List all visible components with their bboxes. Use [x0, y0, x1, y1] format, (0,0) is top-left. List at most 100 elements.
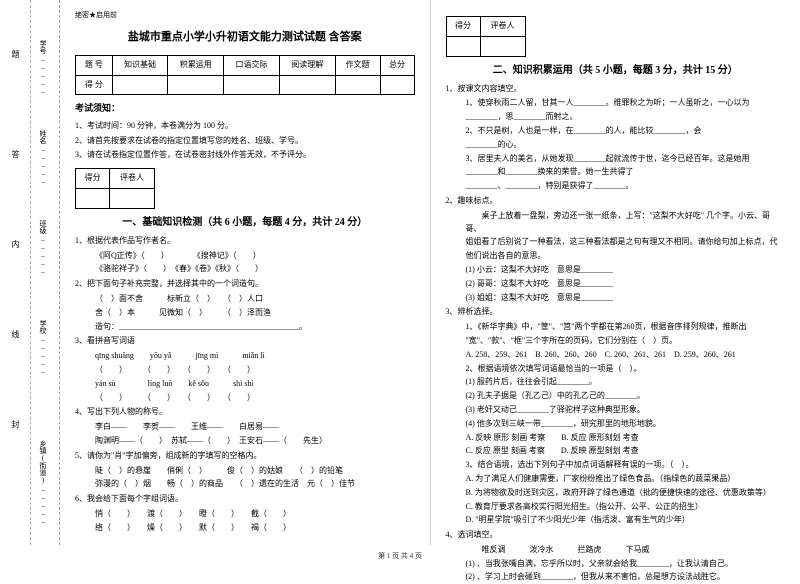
col-num: 题 号: [76, 55, 113, 75]
s2q3f: (2) 孔夫子据是（孔乙己）中的孔乙己的________。: [446, 390, 786, 403]
blank-cell: [110, 188, 155, 208]
q3a: qīng shuāng yōu yǎ jīng mì miǎn lì: [75, 350, 415, 363]
section-grader-label: 评卷人: [480, 17, 525, 37]
margin-char-3: 内: [10, 240, 21, 248]
score-cell: [224, 75, 280, 95]
col-essay: 作文题: [335, 55, 380, 75]
q5b: 弥漫的（ ）烟 畅（ ）的商品 （ ）遗在的生活 元（ ）佳节: [75, 478, 415, 491]
dotted-fold-line: [30, 0, 31, 545]
s2q2a: 桌子上放着一盘梨，旁边还一张一纸条，上写："这梨不大好吃" 几个字。小云、哥哥、: [446, 210, 786, 236]
s2q3h: (4) 他多次到三峡一带________，研究那里的地形地貌。: [446, 418, 786, 431]
section-score-label: 得分: [446, 17, 480, 37]
q6b: 络（ ） 燥（ ） 默（ ） 褐（ ）: [75, 522, 415, 535]
q6a: 悄（ ） 渡（ ） 瞪（ ） 截（ ）: [75, 508, 415, 521]
left-column: 绝密★启用前 盐城市重点小学小升初语文能力测试试题 含答案 题 号 知识基础 积…: [60, 0, 431, 545]
section2-title: 二、知识积累运用（共 5 小题，每题 3 分，共计 15 分）: [446, 63, 786, 79]
s2q3d: 2、根据语境依次填写词语最恰当的一项是（ ）。: [446, 363, 786, 376]
notice-heading: 考试须知：: [75, 101, 415, 115]
notice-item-1: 1、考试时间：90 分钟，本卷满分为 100 分。: [75, 120, 415, 133]
s2q1: 1、按课文内容填空。: [446, 83, 786, 96]
q6: 6、我会给下面每个字组词语。: [75, 493, 415, 506]
page-footer: 第 1 页 共 4 页: [0, 551, 800, 561]
s2q2c: 他们说出各自的意思。: [446, 250, 786, 263]
col-oral: 口语交际: [224, 55, 280, 75]
notice-item-3: 3、请在试卷指定位置作答，在试卷密封线外作答无效，不予评分。: [75, 149, 415, 162]
s2q1c: 2、不只是树，人也是一样，在________的人，能比较________，会: [446, 125, 786, 138]
q3: 3、看拼音写词语: [75, 335, 415, 348]
score-cell: [335, 75, 380, 95]
s2q3o: D. "明星学院"吸引了不少阳光少年（指活泼、富有生气的少年）: [446, 514, 786, 527]
q1a: 《阿Q正传》（ ） 《搜神记》（ ）: [75, 250, 415, 263]
s2q3n: C. 教育厅要求各高校实行阳光招生。（指公开、公平、公正的招生）: [446, 501, 786, 514]
s2q3e: (1) 服药片后，往往会引起________。: [446, 376, 786, 389]
q4: 4、写出下列人物的称号。: [75, 406, 415, 419]
s2q3j: C. 反应 原型 刻画 考察 D. 反映 原型刻划 考查: [446, 445, 786, 458]
s2q3i: A. 反映 原形 刻画 考察 B. 反应 原形刻划 考查: [446, 432, 786, 445]
margin-char-5: 封: [10, 420, 21, 428]
s2q1a: 1、使穿秋雨二人留，甘其一人________。维罪秋之为听；一人虽听之，一心以为: [446, 97, 786, 110]
s2q3: 3、辨析选择。: [446, 306, 786, 319]
score-cell: [168, 75, 224, 95]
s2q3c: A. 258、259、261 B. 260、260、260 C. 260、261…: [446, 349, 786, 362]
q4b: 陶渊明——（ ） 苏轼——（ ） 王安石——（ 先生）: [75, 435, 415, 448]
score-cell: [380, 75, 414, 95]
margin-label-class: 班级_____: [38, 220, 48, 274]
s2q3a: 1、《新华字典》中，"筐"、"筥"两个字都在第260页，根据音序排列规律，推断出: [446, 321, 786, 334]
s2q1d: ________的心。: [446, 139, 786, 152]
s2q3m: B. 为将物欲及时送到灾区，政府开辟了绿色通道（批的便捷快速的途径、优惠政策等）: [446, 487, 786, 500]
q1: 1、根据代表作品写作者名。: [75, 235, 415, 248]
section2-score-box: 得分评卷人: [446, 16, 526, 57]
content-area: 绝密★启用前 盐城市重点小学小升初语文能力测试试题 含答案 题 号 知识基础 积…: [60, 0, 800, 545]
margin-char-2: 答: [10, 150, 21, 158]
col-accum: 积累运用: [168, 55, 224, 75]
score-cell: [279, 75, 335, 95]
margin-label-school: 学校_____: [38, 320, 48, 374]
page-container: 学号_____ 姓名_____ 班级_____ 学校_____ 乡镇(街道)__…: [0, 0, 800, 545]
score-table: 题 号 知识基础 积累运用 口语交际 阅读理解 作文题 总分 得 分: [75, 55, 415, 96]
margin-label-town: 乡镇(街道)_____: [38, 440, 48, 524]
s2q2e: (2) 哥哥：这梨不大好吃 意思是________: [446, 278, 786, 291]
section-score-label: 得分: [76, 169, 110, 189]
margin-label-studentid: 学号_____: [38, 40, 48, 94]
s2q1g: ________、________，特别是获得了________。: [446, 180, 786, 193]
s2q1f: ________和________换来的荣誉。她一生共得了: [446, 166, 786, 179]
s2q4c: (2) 、学习上时会碰到________，但我从来不害怕，总是想方设法战胜它。: [446, 571, 786, 584]
q5a: 陡（ ）的悬崖 俏俐（ ） 俊（ ）的姑娘 （ ）的铅笔: [75, 465, 415, 478]
section1-title: 一、基础知识检测（共 6 小题，每题 4 分，共计 24 分）: [75, 215, 415, 231]
margin-label-name: 姓名_____: [38, 130, 48, 184]
s2q3g: (3) 老奸又动己________了驿驼样子这种典型形象。: [446, 404, 786, 417]
s2q1b: ________，思________而射之。: [446, 111, 786, 124]
section-score-box: 得分评卷人: [75, 168, 155, 209]
q3c: yán sù líng luò kě sǒu shì shì: [75, 378, 415, 391]
score-cell: [112, 75, 168, 95]
q2a: （ ）面不舍 标新立（ ） （ ）人口: [75, 293, 415, 306]
s2q2d: (1) 小云：这梨不大好吃 意思是________: [446, 264, 786, 277]
notice-item-2: 2、请首先按要求在试卷的指定位置填写您的姓名、班级、学号。: [75, 135, 415, 148]
score-header-row: 题 号 知识基础 积累运用 口语交际 阅读理解 作文题 总分: [76, 55, 415, 75]
s2q2: 2、趣味标点。: [446, 195, 786, 208]
margin-char-4: 线: [10, 330, 21, 338]
s2q3l: A. 为了满足人们健康需要，厂家纷纷推出了绿色食品。（指绿色的蔬菜果品）: [446, 473, 786, 486]
binding-margin: 学号_____ 姓名_____ 班级_____ 学校_____ 乡镇(街道)__…: [0, 0, 60, 545]
right-column: 得分评卷人 二、知识积累运用（共 5 小题，每题 3 分，共计 15 分） 1、…: [431, 0, 800, 545]
col-total: 总分: [380, 55, 414, 75]
blank-cell: [446, 36, 480, 56]
score-label: 得 分: [76, 75, 113, 95]
blank-cell: [76, 188, 110, 208]
s2q3b: "宽"、"款"、"框"三个字所在的页码，它们分别在（ ）页。: [446, 335, 786, 348]
secret-label: 绝密★启用前: [75, 10, 415, 21]
s2q2f: (3) 姐姐：这梨不大好吃 意思是________: [446, 292, 786, 305]
section-grader-label: 评卷人: [110, 169, 155, 189]
col-read: 阅读理解: [279, 55, 335, 75]
q3d: （ ） （ ） （ ） （ ）: [75, 392, 415, 405]
s2q2b: 姐姐看了后别说了一种看法，这三种看法都是之句有理又不相同。请你给句加上标点，代: [446, 236, 786, 249]
s2q4: 4、选词填空。: [446, 529, 786, 542]
score-value-row: 得 分: [76, 75, 415, 95]
q3b: （ ） （ ） （ ） （ ）: [75, 364, 415, 377]
q2: 2、把下面句子补充完整，并选择其中的一个词造句。: [75, 278, 415, 291]
s2q3k: 3、结合语境，选出下列句子中加点词语解释有误的一项。（ ）。: [446, 459, 786, 472]
margin-char-1: 题: [10, 50, 21, 58]
s2q1e: 3、居里夫人的美名，从她发现________起就流传于世，迄今已经百年。这是她用: [446, 153, 786, 166]
q2c: 造句：_____________________________________…: [75, 321, 415, 334]
q1b: 《骆驼祥子》（ ） 《春》《卷》《秋》（ ）: [75, 263, 415, 276]
